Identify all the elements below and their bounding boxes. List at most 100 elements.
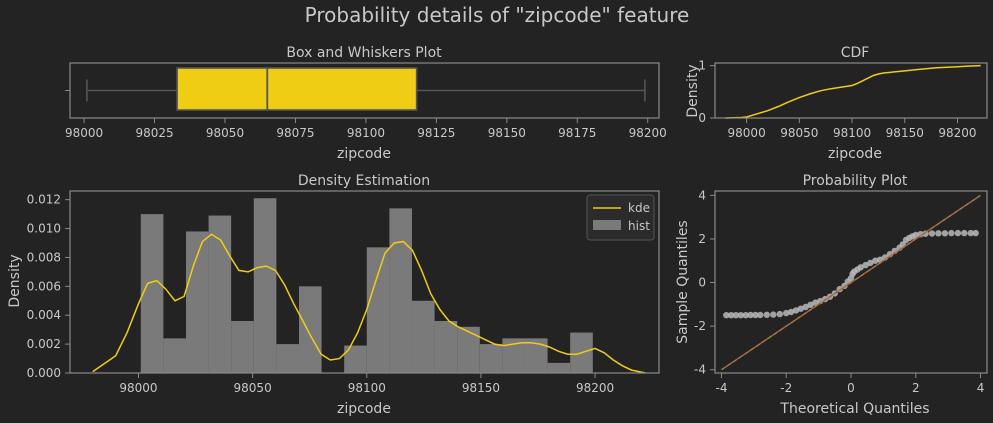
box-iqr <box>176 67 418 111</box>
qq-point-16 <box>807 301 814 308</box>
qq-point-32 <box>872 257 879 264</box>
box-plot-title: Box and Whiskers Plot <box>286 45 442 61</box>
legend-hist-label: hist <box>628 219 650 233</box>
probability-plot: Probability Plot Theoretical Quantiles S… <box>675 173 988 417</box>
qq-point-17 <box>812 299 819 306</box>
qq-point-12 <box>787 308 795 316</box>
box-xtick-label-6: 98150 <box>488 126 526 140</box>
qq-point-1 <box>728 312 735 319</box>
qq-point-49 <box>954 229 962 237</box>
qq-point-2 <box>732 312 740 319</box>
qq-point-14 <box>797 305 804 312</box>
cdf-xtick-label-3: 98150 <box>886 126 924 140</box>
density-legend: kde hist <box>586 194 655 241</box>
box-plot-xlabel: zipcode <box>337 146 391 162</box>
density-ytick-label-6: 0.012 <box>27 193 61 207</box>
box-xtick-label-5: 98125 <box>417 126 455 140</box>
qq-ylabel: Sample Quantiles <box>675 220 691 343</box>
qq-point-0 <box>723 312 730 319</box>
density-plot: Density Estimation zipcode Density 98000… <box>7 173 660 417</box>
qq-xtick-label-0: -4 <box>715 381 727 395</box>
hist-bar-15 <box>479 344 503 373</box>
hist-bar-12 <box>411 300 435 373</box>
legend-hist-swatch <box>593 220 621 230</box>
qq-point-8 <box>763 311 770 318</box>
density-ytick-label-2: 0.004 <box>27 308 61 322</box>
qq-reference-line <box>721 194 981 371</box>
hist-bar-6 <box>276 344 299 373</box>
qq-point-7 <box>757 311 764 319</box>
qq-ytick-label-4: 4 <box>698 188 706 202</box>
density-title: Density Estimation <box>298 173 430 189</box>
density-ytick-label-5: 0.010 <box>27 222 61 236</box>
cdf-xlabel: zipcode <box>828 146 882 162</box>
density-ylabel: Density <box>7 254 23 307</box>
qq-point-52 <box>972 229 979 237</box>
cdf-xtick-label-0: 98000 <box>728 126 766 140</box>
qq-point-48 <box>948 229 955 237</box>
cdf-xtick-label-1: 98050 <box>780 126 818 140</box>
cdf-xtick-label-4: 98200 <box>938 126 976 140</box>
density-frame <box>69 190 660 374</box>
box-plot: Box and Whiskers Plot zipcode 98000 98025… <box>65 45 667 162</box>
hist-bar-2 <box>185 231 209 373</box>
box-xtick-label-4: 98100 <box>347 126 385 140</box>
hist-bar-18 <box>547 362 571 373</box>
qq-ytick-label-3: 2 <box>698 232 706 246</box>
qq-point-6 <box>752 311 759 319</box>
qq-point-4 <box>742 312 749 319</box>
qq-point-47 <box>941 230 949 237</box>
qq-xlabel: Theoretical Quantiles <box>779 401 929 417</box>
qq-ytick-label-1: -2 <box>694 319 706 333</box>
density-xtick-label-0: 98000 <box>119 381 157 395</box>
density-xtick-label-4: 98200 <box>576 381 614 395</box>
hist-bar-1 <box>163 338 186 373</box>
box-xtick-label-1: 98025 <box>135 126 173 140</box>
qq-point-13 <box>792 307 800 314</box>
density-xtick-label-1: 98050 <box>234 381 272 395</box>
figure-title: Probability details of "zipcode" feature <box>305 3 690 27</box>
qq-ytick-label-0: -4 <box>694 363 706 377</box>
hist-bar-13 <box>434 321 458 373</box>
cdf-xtick-label-2: 98100 <box>833 126 871 140</box>
qq-point-43 <box>917 231 924 238</box>
qq-point-42 <box>912 231 919 239</box>
kde-line <box>92 233 646 374</box>
cdf-frame <box>714 62 988 119</box>
box-xtick-label-8: 98200 <box>629 126 667 140</box>
qq-point-46 <box>935 230 942 237</box>
qq-point-5 <box>747 311 754 319</box>
qq-point-15 <box>802 303 809 311</box>
box-xtick-label-3: 98075 <box>276 126 314 140</box>
qq-point-3 <box>737 312 745 319</box>
qq-point-50 <box>961 229 968 237</box>
cdf-ylabel: Density <box>685 64 701 117</box>
density-ytick-label-1: 0.002 <box>27 337 61 351</box>
box-xtick-label-7: 98175 <box>558 126 596 140</box>
qq-point-51 <box>967 229 974 237</box>
legend-kde-label: kde <box>628 201 650 215</box>
qq-xtick-label-1: -2 <box>780 381 792 395</box>
qq-xtick-label-3: 2 <box>912 381 920 395</box>
qq-point-31 <box>867 259 874 267</box>
hist-bar-10 <box>366 247 390 373</box>
box-xtick-label-0: 98000 <box>65 126 103 140</box>
cdf-ytick-label-1: 1 <box>698 59 706 73</box>
qq-point-11 <box>783 309 790 317</box>
qq-xtick-label-2: 0 <box>847 381 855 395</box>
density-ytick-label-3: 0.006 <box>27 279 61 293</box>
density-ytick-label-4: 0.008 <box>27 250 61 264</box>
hist-bar-4 <box>231 321 254 373</box>
box-frame <box>69 62 660 119</box>
hist-bar-11 <box>389 208 412 373</box>
cdf-line <box>725 64 981 119</box>
hist-bar-16 <box>502 338 525 373</box>
cdf-title: CDF <box>841 45 870 61</box>
hist-bar-7 <box>298 286 322 373</box>
qq-point-10 <box>776 310 783 318</box>
hist-bar-3 <box>208 215 232 373</box>
hist-bar-9 <box>344 345 367 373</box>
hist-bar-14 <box>457 326 480 373</box>
qq-point-29 <box>857 264 864 271</box>
hist-bar-0 <box>140 214 164 373</box>
